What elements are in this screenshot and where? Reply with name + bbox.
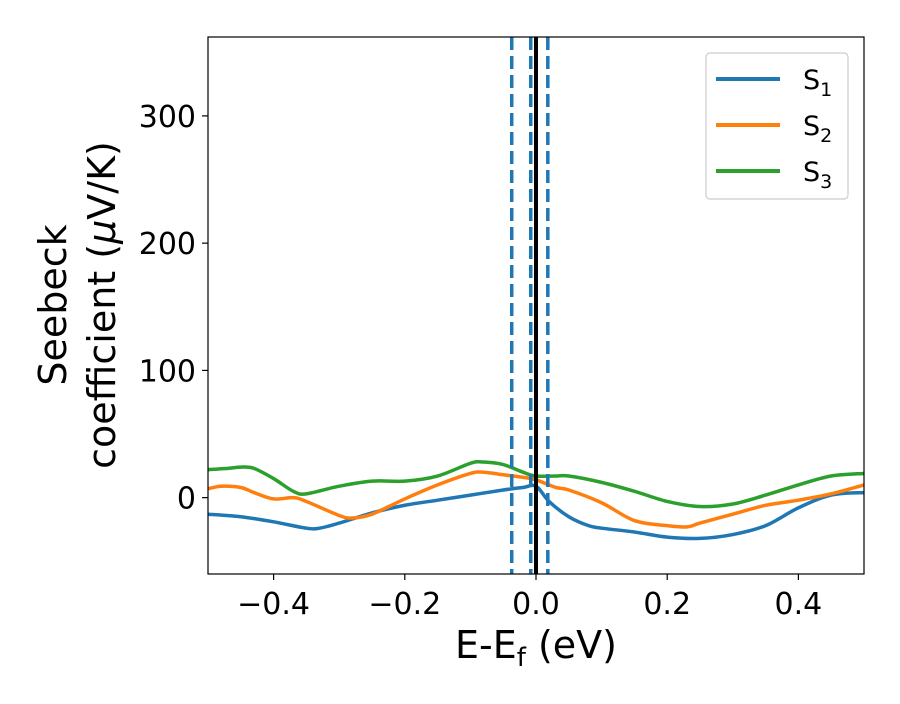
reference-lines xyxy=(509,37,550,574)
series-line-s3 xyxy=(208,459,864,509)
y-axis-ticks: 0 100 200 300 xyxy=(139,100,208,517)
y-tick-label: 200 xyxy=(139,227,196,262)
legend-label-s3: S3 xyxy=(803,157,832,193)
x-tick-label: −0.2 xyxy=(368,587,441,622)
series-line-s2 xyxy=(208,470,864,529)
y-tick-label: 100 xyxy=(139,354,196,389)
y-tick-label: 300 xyxy=(139,100,196,135)
y-axis-label-line1: Seebeck xyxy=(31,224,75,385)
x-tick-label: −0.4 xyxy=(237,587,310,622)
x-axis-ticks: −0.4 −0.2 0.0 0.2 0.4 xyxy=(237,574,822,622)
x-tick-label: 0.2 xyxy=(643,587,691,622)
legend: S1 S2 S3 xyxy=(705,52,849,200)
legend-label-s1: S1 xyxy=(803,65,832,101)
y-tick-label: 0 xyxy=(177,482,196,517)
y-axis-label-line2: coefficient (μV/K) xyxy=(80,141,124,469)
x-axis-label: E-Ef (eV) xyxy=(455,623,617,673)
legend-label-s2: S2 xyxy=(803,111,832,147)
x-tick-label: 0.0 xyxy=(512,587,560,622)
x-tick-label: 0.4 xyxy=(775,587,823,622)
y-axis-label: Seebeck coefficient (μV/K) xyxy=(31,141,124,469)
